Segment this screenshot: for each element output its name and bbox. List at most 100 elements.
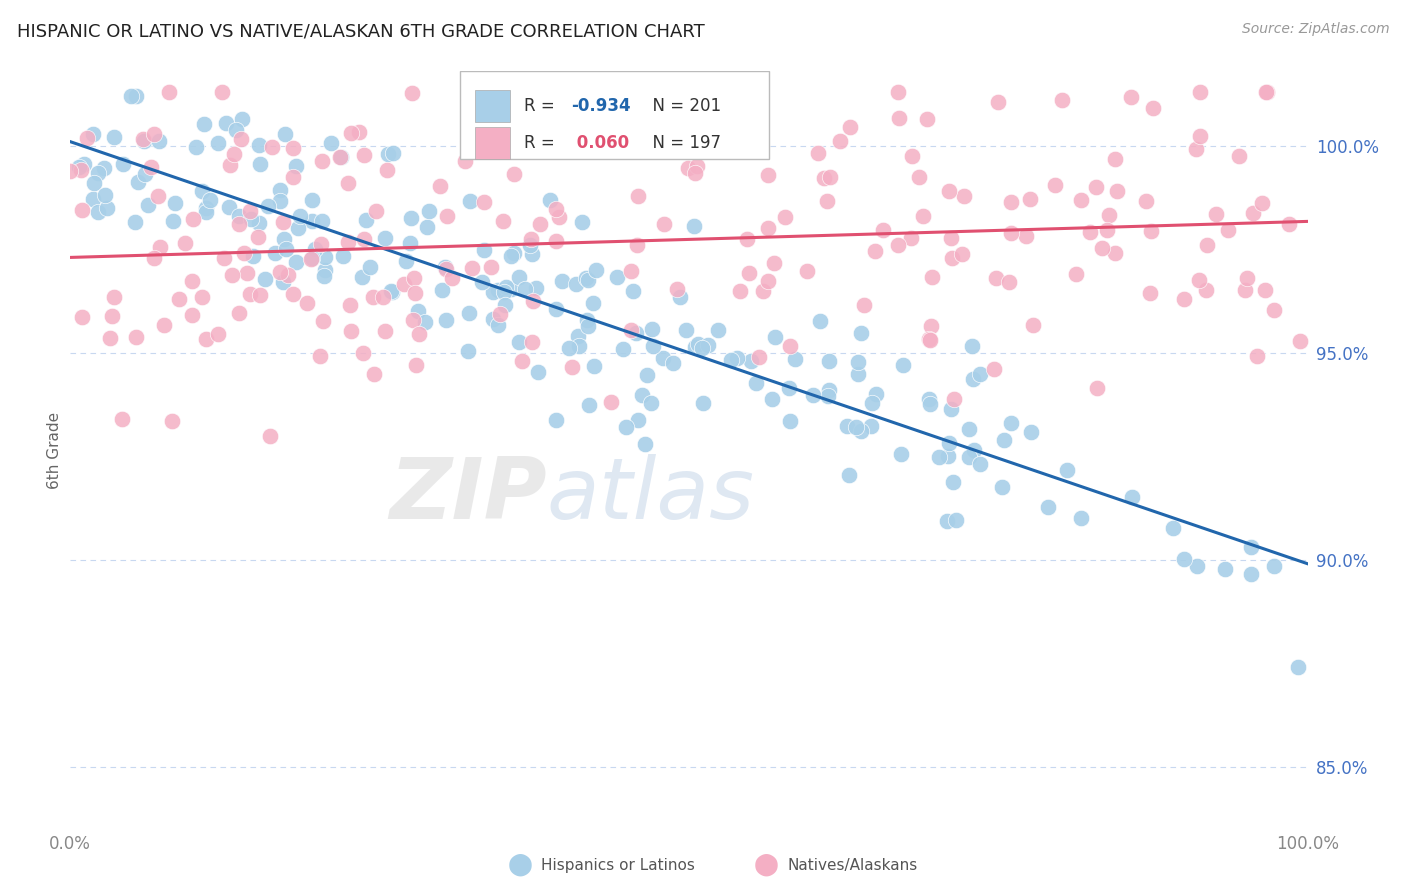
- Text: ZIP: ZIP: [389, 454, 547, 538]
- Point: [374, 231, 396, 245]
- Point: [984, 271, 1007, 285]
- Point: [143, 128, 166, 142]
- Point: [193, 118, 215, 132]
- Point: [239, 212, 262, 227]
- Point: [83, 177, 105, 191]
- Point: [311, 213, 333, 227]
- Point: [301, 193, 323, 207]
- Point: [959, 450, 981, 465]
- Point: [224, 147, 246, 161]
- Point: [181, 274, 204, 288]
- Point: [1070, 511, 1092, 525]
- Point: [374, 324, 396, 338]
- Point: [492, 214, 515, 228]
- Point: [779, 339, 801, 353]
- Point: [1189, 129, 1212, 144]
- Point: [558, 341, 581, 355]
- Point: [969, 457, 991, 471]
- Point: [1121, 491, 1143, 505]
- Point: [845, 420, 868, 434]
- Point: [1254, 283, 1277, 297]
- Point: [775, 211, 797, 225]
- Point: [304, 242, 326, 256]
- Point: [627, 413, 650, 427]
- Point: [472, 243, 495, 257]
- Point: [1050, 94, 1073, 108]
- Point: [191, 290, 214, 304]
- Point: [1000, 416, 1022, 430]
- Point: [404, 285, 426, 300]
- Point: [817, 383, 839, 397]
- Point: [461, 261, 484, 276]
- Point: [849, 425, 872, 439]
- Text: Natives/Alaskans: Natives/Alaskans: [787, 858, 918, 872]
- Point: [662, 356, 685, 370]
- Point: [1188, 272, 1211, 286]
- Point: [686, 159, 709, 173]
- Point: [697, 338, 720, 352]
- Point: [993, 434, 1015, 448]
- Point: [582, 296, 605, 310]
- Point: [98, 331, 121, 345]
- Point: [688, 337, 710, 351]
- Point: [207, 136, 229, 150]
- Point: [212, 252, 235, 266]
- Point: [489, 307, 512, 321]
- Point: [756, 221, 779, 235]
- Point: [548, 210, 571, 224]
- Point: [1173, 292, 1195, 306]
- Point: [1097, 223, 1119, 237]
- Point: [191, 184, 214, 198]
- Point: [666, 282, 689, 296]
- Point: [808, 314, 831, 328]
- Point: [515, 282, 537, 296]
- Point: [624, 326, 647, 340]
- Point: [983, 362, 1005, 376]
- Point: [434, 313, 457, 327]
- Point: [720, 353, 742, 368]
- Point: [153, 318, 176, 332]
- Point: [314, 262, 336, 277]
- Point: [373, 290, 395, 304]
- Point: [911, 209, 934, 223]
- Point: [801, 387, 824, 401]
- Point: [1205, 207, 1227, 221]
- Point: [522, 293, 544, 308]
- Point: [853, 298, 876, 312]
- Point: [1036, 500, 1059, 515]
- Point: [1236, 270, 1258, 285]
- Point: [835, 419, 858, 434]
- Point: [920, 397, 942, 411]
- Point: [936, 514, 959, 528]
- Point: [683, 166, 706, 180]
- Point: [221, 268, 243, 282]
- Point: [247, 138, 270, 153]
- Point: [377, 147, 399, 161]
- Point: [887, 237, 910, 252]
- Point: [778, 381, 800, 395]
- Point: [301, 214, 323, 228]
- Point: [1263, 558, 1285, 573]
- Point: [457, 344, 479, 359]
- Point: [236, 266, 259, 280]
- Point: [416, 220, 439, 235]
- Point: [641, 321, 664, 335]
- Point: [945, 513, 967, 527]
- Point: [281, 141, 304, 155]
- Point: [1135, 194, 1157, 208]
- Point: [567, 339, 589, 353]
- Point: [752, 284, 775, 298]
- Point: [1021, 425, 1043, 440]
- Point: [942, 392, 965, 406]
- Point: [641, 338, 664, 352]
- Point: [87, 165, 110, 179]
- Point: [689, 85, 711, 99]
- Point: [214, 115, 236, 129]
- Point: [872, 223, 894, 237]
- Point: [783, 351, 806, 366]
- Point: [111, 412, 134, 426]
- Point: [354, 212, 377, 227]
- Point: [70, 310, 93, 324]
- Point: [962, 372, 984, 386]
- Point: [828, 134, 851, 148]
